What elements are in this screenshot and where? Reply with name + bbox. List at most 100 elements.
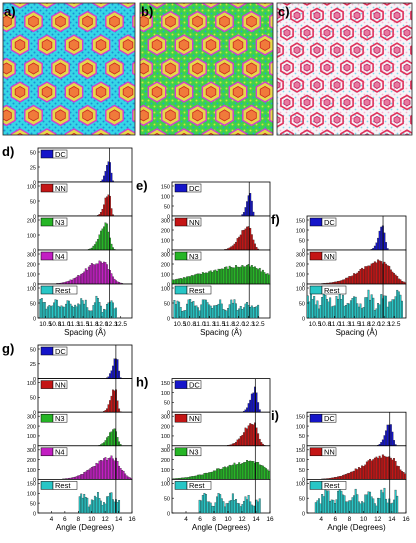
legend-box	[186, 183, 202, 193]
histogram-bar	[327, 490, 330, 514]
histogram-bar	[372, 498, 375, 514]
legend-swatch	[174, 251, 188, 261]
y-tick-label: 0	[302, 478, 305, 484]
histogram-bar	[96, 463, 99, 480]
histogram-bar	[178, 301, 181, 319]
hexagon-cluster	[310, 42, 324, 59]
histogram-bar	[255, 392, 258, 413]
hexagon-core	[277, 11, 281, 20]
histogram-bar	[383, 295, 386, 319]
histogram-bar	[391, 431, 394, 446]
y-tick-label: 0	[302, 316, 305, 322]
histogram-bar	[80, 298, 83, 319]
histogram-bar	[348, 472, 351, 480]
histogram-bar	[219, 469, 222, 480]
histogram-bar	[59, 306, 61, 319]
histogram-bar	[83, 303, 86, 319]
histogram-bar	[184, 277, 187, 285]
hexagon-cluster	[400, 24, 412, 41]
histogram-bar	[100, 460, 102, 480]
histogram-bar	[338, 476, 341, 480]
histogram-bar	[98, 302, 101, 319]
x-tick-label: 11.3	[339, 321, 352, 328]
hexagon-core	[333, 11, 341, 20]
histogram-bar	[230, 465, 233, 480]
histogram-bar	[222, 467, 225, 480]
x-tick-label: 12	[102, 516, 110, 523]
hexagon-cluster	[132, 108, 135, 123]
histogram-bar	[118, 408, 121, 413]
histogram-bar	[220, 468, 223, 480]
hexagon-core	[192, 109, 203, 122]
histogram-bar	[51, 305, 54, 319]
histogram-bar	[257, 501, 260, 514]
hexagon-cluster	[132, 61, 135, 76]
histogram-bar	[236, 310, 239, 319]
x-tick-label: 6	[63, 516, 67, 523]
histogram-bar	[340, 280, 343, 285]
histogram-bar	[254, 307, 256, 319]
histogram-bar	[329, 297, 332, 319]
histogram-bar	[327, 301, 330, 319]
hexagon-core	[343, 28, 351, 37]
histogram-bar	[78, 496, 81, 514]
histogram-bar	[397, 278, 400, 285]
histogram-bar	[92, 500, 95, 514]
hexagon-cluster	[370, 77, 384, 93]
histogram-bar	[246, 264, 249, 285]
histogram-bar	[373, 503, 376, 514]
panel-label: g)	[2, 341, 14, 356]
hexagon-cluster	[277, 111, 284, 128]
histogram-bar	[401, 281, 403, 285]
legend-label: DC	[189, 184, 200, 193]
histogram-bar	[244, 427, 247, 446]
histogram-bar	[53, 302, 55, 319]
histogram-bar	[227, 466, 230, 480]
legend-swatch	[309, 251, 323, 261]
histogram-bar	[233, 243, 236, 251]
x-tick-label: 12.0	[232, 321, 245, 328]
histogram-bar	[247, 403, 250, 413]
histogram-bar	[242, 432, 245, 446]
histogram-bar	[78, 304, 81, 319]
histogram-bar	[310, 292, 312, 319]
hexagon-cluster	[380, 24, 394, 41]
histogram-bar	[192, 275, 195, 285]
y-tick-label: 200	[27, 218, 36, 224]
histogram-bar	[337, 490, 340, 514]
hexagon-core	[313, 81, 321, 89]
x-tick-label: 8	[76, 516, 80, 523]
histogram-bar	[220, 268, 223, 285]
histogram-bar	[388, 301, 391, 319]
histogram-bar	[116, 502, 119, 514]
hexagon-core	[82, 15, 93, 28]
panel-label: c)	[278, 4, 290, 19]
histogram-bar	[393, 440, 395, 446]
hexagon-core	[293, 115, 301, 124]
y-tick-label: 300	[296, 252, 305, 258]
hexagon-core	[3, 15, 12, 28]
histogram-bar	[92, 245, 95, 251]
histogram-bar	[231, 464, 234, 480]
hexagon-core	[259, 39, 271, 51]
histogram-bar	[346, 277, 349, 285]
histogram-bar	[365, 266, 368, 285]
histogram-bar	[341, 494, 344, 514]
histogram-bar	[367, 491, 370, 514]
histogram-bar	[370, 496, 373, 514]
hexagon-cluster	[118, 3, 135, 9]
histogram-bar	[236, 439, 239, 446]
histogram-bar	[351, 471, 354, 480]
y-tick-label: 50	[299, 434, 305, 440]
hexagon-cluster	[174, 128, 194, 135]
histogram-bar	[118, 370, 121, 379]
histogram-bar	[337, 476, 340, 480]
legend-label: NN	[189, 414, 200, 423]
legend-swatch	[174, 413, 188, 423]
histogram-bar	[381, 492, 384, 514]
histogram-bar	[89, 468, 92, 480]
histogram-bar	[364, 297, 367, 319]
histogram-bar	[89, 310, 92, 319]
histogram-bar	[75, 306, 78, 319]
series-n4: 0 100 200 300 N4	[27, 249, 133, 288]
